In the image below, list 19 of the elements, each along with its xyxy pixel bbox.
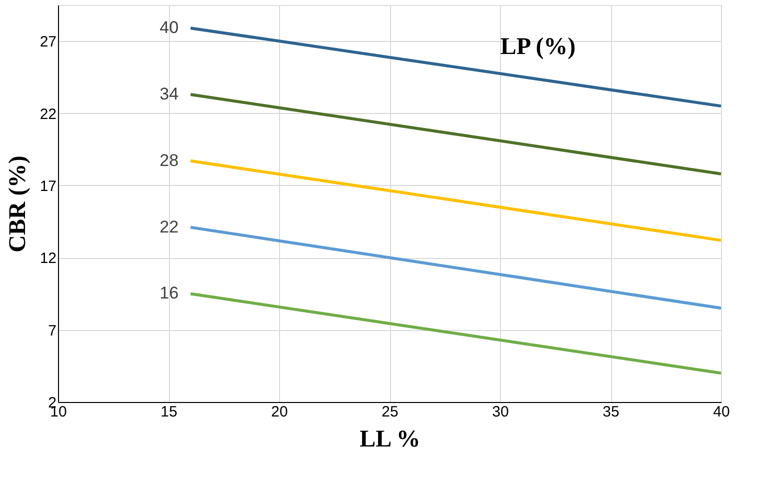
y-tick-label: 7 [48,322,56,340]
y-tick-label: 27 [40,34,56,51]
x-tick-label: 40 [713,404,730,420]
x-tick-label: 30 [492,404,509,420]
x-tick-label: 35 [602,404,620,420]
x-tick-label: 20 [271,404,288,420]
series-label: 34 [160,84,179,104]
annotation: LP (%) [500,34,576,60]
series-label: 22 [160,217,179,236]
x-axis-title: LL % [360,426,420,452]
series-label: 28 [160,150,179,170]
x-tick-label: 15 [160,404,178,420]
x-tick-label: 25 [382,404,398,420]
y-axis-title: CBR (%) [4,156,31,252]
series-label: 16 [160,284,179,303]
y-tick-label: 12 [40,250,56,268]
y-tick-label: 22 [40,106,56,123]
series-label: 40 [160,18,179,38]
y-tick-label: 17 [40,178,56,195]
